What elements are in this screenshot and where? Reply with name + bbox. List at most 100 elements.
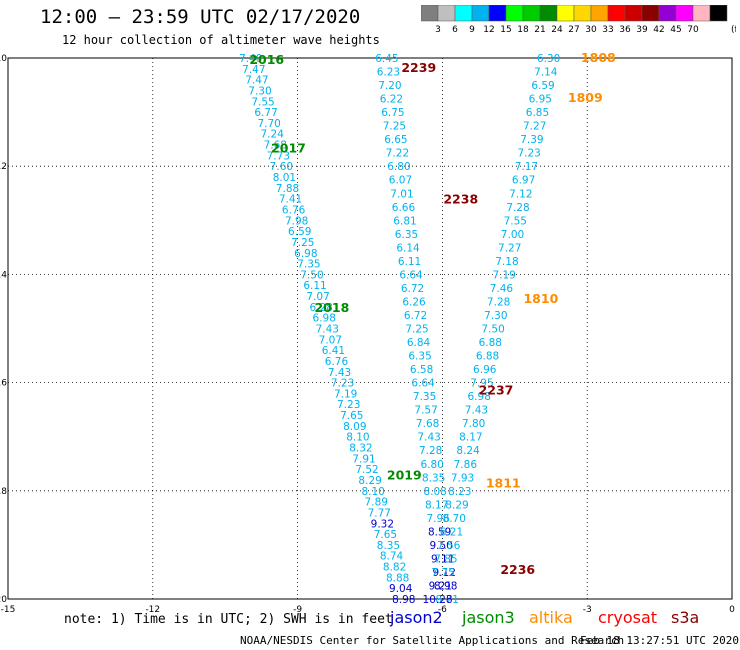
colorbar-tick-label: 3 [435, 25, 441, 35]
x-tick-label: 0 [729, 605, 735, 615]
swh-value-s3a: 9.50 [429, 540, 452, 552]
swh-value-altika: 6.97 [512, 175, 535, 187]
pass-time-label: 1808 [581, 50, 616, 65]
swh-value-jason3: 6.77 [254, 107, 277, 119]
swh-value-altika: 8.70 [443, 513, 466, 525]
swh-value-altika: 7.18 [495, 256, 518, 268]
swh-value-altika: 7.46 [490, 283, 514, 295]
legend-altika: altika [529, 608, 573, 627]
colorbar-tick-label: 24 [551, 25, 563, 35]
y-tick-label: -14 [0, 270, 7, 280]
swh-value-altika: 6.98 [468, 391, 491, 403]
swh-value-altika: 7.27 [523, 121, 546, 133]
swh-value-jason3: 7.07 [306, 291, 329, 303]
swh-value-s3a: 6.58 [410, 364, 433, 376]
legend-s3a: s3a [671, 608, 700, 627]
swh-value-s3a: 6.35 [408, 351, 431, 363]
swh-value-s3a: 8.17 [425, 499, 448, 511]
swh-value-altika: 7.85 [434, 553, 457, 565]
swh-value-jason3: 7.70 [257, 118, 280, 130]
swh-value-altika: 8.17 [459, 432, 482, 444]
swh-value-jason3: 7.65 [340, 410, 363, 422]
colorbar-tick-label: 36 [619, 25, 631, 35]
pass-time-label: 1809 [568, 90, 603, 105]
pass-time-label: 1811 [486, 476, 521, 491]
swh-value-s3a: 8.59 [428, 526, 451, 538]
y-tick-label: -12 [0, 162, 7, 172]
swh-value-jason3: 8.88 [386, 572, 409, 584]
swh-value-s3a: 6.45 [375, 53, 398, 65]
swh-value-jason3: 7.89 [365, 497, 388, 509]
swh-value-altika: 6.30 [537, 53, 560, 65]
swh-value-jason3: 6.76 [325, 356, 349, 368]
pass-time-label: 2239 [401, 60, 436, 75]
swh-value-jason3: 7.91 [352, 453, 375, 465]
colorbar-tick-label: 70 [687, 25, 699, 35]
swh-value-altika: 6.21 [440, 526, 463, 538]
swh-value-jason3: 8.09 [343, 421, 366, 433]
swh-value-jason3: 8.29 [358, 475, 381, 487]
swh-value-s3a: 6.35 [395, 229, 418, 241]
swh-value-s3a: 6.72 [404, 310, 427, 322]
swh-value-altika: 7.80 [462, 418, 485, 430]
map-subtitle: 12 hour collection of altimeter wave hei… [62, 33, 380, 47]
x-tick-label: -3 [583, 605, 592, 615]
swh-value-s3a: 6.23 [377, 67, 400, 79]
swh-value-s3a: 7.25 [383, 121, 406, 133]
pass-time-label: 2238 [443, 192, 478, 207]
swh-value-s3a: 6.11 [398, 256, 421, 268]
swh-value-s3a: 8.35 [422, 472, 445, 484]
swh-value-altika: 7.00 [501, 229, 524, 241]
swh-value-jason3: 8.74 [380, 551, 404, 563]
swh-value-altika: 7.23 [517, 148, 540, 160]
colorbar-tick-label: 42 [653, 25, 664, 35]
swh-value-s3a: 9.11 [431, 553, 454, 565]
swh-value-s3a: 6.22 [380, 94, 403, 106]
swh-value-s3a: 6.66 [392, 202, 416, 214]
colorbar-tick-label: 30 [585, 25, 597, 35]
pass-time-label: 2019 [387, 468, 422, 483]
swh-value-jason3: 9.32 [371, 518, 394, 530]
swh-value-s3a: 6.64 [411, 378, 435, 390]
swh-value-jason3: 7.98 [285, 215, 308, 227]
swh-value-jason3: 7.55 [251, 96, 274, 108]
swh-value-jason3: 8.98 [392, 594, 415, 606]
swh-value-altika: 7.17 [515, 161, 538, 173]
legend-cryosat: cryosat [598, 608, 658, 627]
swh-value-altika: 7.28 [487, 296, 510, 308]
swh-value-s3a: 6.75 [381, 107, 404, 119]
swh-value-s3a: 7.28 [419, 445, 442, 457]
colorbar-tick-label: 12 [483, 25, 494, 35]
swh-value-s3a: 7.20 [378, 80, 401, 92]
swh-value-jason3: 7.07 [319, 334, 342, 346]
swh-value-jason3: 6.98 [294, 248, 317, 260]
swh-value-s3a: 8.08 [423, 486, 446, 498]
colorbar-tick-label: 39 [636, 25, 648, 35]
swh-value-jason3: 7.65 [374, 529, 397, 541]
swh-value-altika: 7.30 [484, 310, 507, 322]
footnote: note: 1) Time is in UTC; 2) SWH is in fe… [64, 612, 393, 627]
swh-value-jason3: 7.23 [337, 399, 360, 411]
swh-value-s3a: 7.25 [405, 324, 428, 336]
swh-value-altika: 8.29 [445, 499, 468, 511]
swh-value-jason3: 6.28 [309, 302, 332, 314]
swh-value-altika: 7.50 [481, 324, 504, 336]
swh-value-jason3: 8.32 [349, 443, 372, 455]
swh-value-jason3: 6.98 [313, 313, 336, 325]
swh-value-altika: 6.85 [526, 107, 549, 119]
swh-value-altika: 10.28 [423, 594, 453, 606]
swh-value-jason3: 7.25 [291, 237, 314, 249]
swh-value-jason3: 9.04 [389, 583, 413, 595]
colorbar-tick-label: 21 [534, 25, 545, 35]
swh-value-jason3: 8.35 [377, 540, 400, 552]
colorbar-tick-label: 15 [500, 25, 511, 35]
swh-value-jason3: 7.73 [267, 150, 290, 162]
swh-value-jason3: 6.41 [322, 345, 345, 357]
map-title: 12:00 – 23:59 UTC 02/17/2020 [40, 6, 361, 28]
swh-value-jason3: 7.24 [261, 129, 285, 141]
footer-credit: NOAA/NESDIS Center for Satellite Applica… [240, 634, 625, 647]
map-frame [7, 57, 733, 600]
swh-value-jason3: 7.35 [297, 259, 320, 271]
swh-value-jason3: 7.68 [264, 140, 287, 152]
